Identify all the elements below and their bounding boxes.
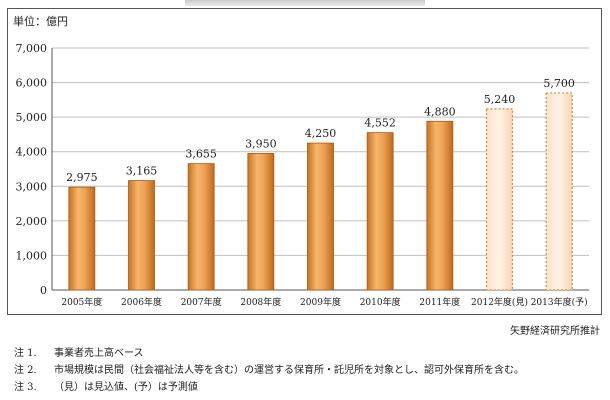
chart-frame — [7, 8, 602, 315]
bar-projected — [545, 92, 573, 291]
footnote-number: 注 3. — [14, 382, 37, 393]
title-strip-cropped — [185, 0, 425, 6]
data-label: 5,240 — [484, 93, 516, 106]
x-tick-label: 2010年度 — [360, 296, 401, 308]
y-tick-label: 3,000 — [16, 180, 48, 193]
bar — [366, 132, 394, 291]
footnote-number: 注 1. — [14, 348, 37, 359]
x-tick-label: 2007年度 — [181, 296, 222, 308]
data-label: 2,975 — [66, 171, 98, 184]
x-axis-ticks: 2005年度 2006年度 2007年度 2008年度 2009年度 2010年度 2011… — [61, 296, 587, 308]
x-tick-label: 2006年度 — [121, 296, 162, 308]
source-credit: 矢野経済研究所推計 — [510, 326, 600, 337]
footnote-text: 事業者売上高ベース — [54, 348, 144, 359]
x-tick-label: 2012年度(見) — [471, 296, 528, 308]
bar — [187, 163, 215, 291]
data-label: 3,950 — [245, 137, 277, 150]
footnote-number: 注 2. — [14, 365, 37, 376]
y-tick-label: 6,000 — [16, 77, 48, 90]
bar — [426, 120, 454, 291]
x-tick-label: 2013年度(予) — [531, 296, 588, 308]
bar — [68, 186, 96, 291]
x-tick-label: 2011年度 — [419, 296, 460, 308]
data-label: 4,250 — [305, 127, 337, 140]
y-tick-label: 5,000 — [16, 111, 48, 124]
data-label: 4,552 — [364, 117, 396, 130]
data-label: 3,165 — [126, 165, 158, 178]
y-tick-label: 7,000 — [16, 42, 48, 55]
footnote-text: （見）は見込値、(予）は予測値 — [54, 382, 198, 393]
y-axis-ticks: 0 1,000 2,000 3,000 4,000 5,000 6,000 7,000 — [16, 42, 48, 297]
bars — [68, 92, 573, 291]
data-label: 5,700 — [543, 77, 575, 90]
bar — [247, 153, 275, 291]
footnote-1: 注 1. 事業者売上高ベース — [14, 345, 524, 362]
x-tick-label: 2009年度 — [300, 296, 341, 308]
footnote-3: 注 3. （見）は見込値、(予）は予測値 — [14, 379, 524, 396]
data-labels: 2,975 3,165 3,655 3,950 4,250 4,552 4,880 5,240… — [66, 77, 575, 184]
bar — [128, 180, 155, 291]
data-label: 3,655 — [185, 148, 217, 161]
y-tick-label: 2,000 — [16, 215, 48, 228]
bar-projected — [485, 108, 514, 291]
footnote-text: 市場規模は民間（社会福祉法人等を含む）の運営する保育所・託児所を対象とし、認可外… — [54, 365, 524, 376]
bar-chart-plot: 0 1,000 2,000 3,000 4,000 5,000 6,000 7,000 2,9… — [16, 42, 589, 308]
footnotes: 注 1. 事業者売上高ベース 注 2. 市場規模は民間（社会福祉法人等を含む）の運営… — [14, 345, 524, 396]
bar — [307, 142, 334, 291]
data-label: 4,880 — [424, 105, 456, 118]
y-tick-label: 4,000 — [16, 146, 48, 159]
x-tick-label: 2005年度 — [61, 296, 102, 308]
x-tick-label: 2008年度 — [240, 296, 281, 308]
y-tick-label: 0 — [40, 284, 47, 297]
y-tick-label: 1,000 — [16, 249, 48, 262]
y-axis-unit-label: 単位：億円 — [13, 15, 68, 28]
footnote-2: 注 2. 市場規模は民間（社会福祉法人等を含む）の運営する保育所・託児所を対象とし… — [14, 362, 524, 379]
